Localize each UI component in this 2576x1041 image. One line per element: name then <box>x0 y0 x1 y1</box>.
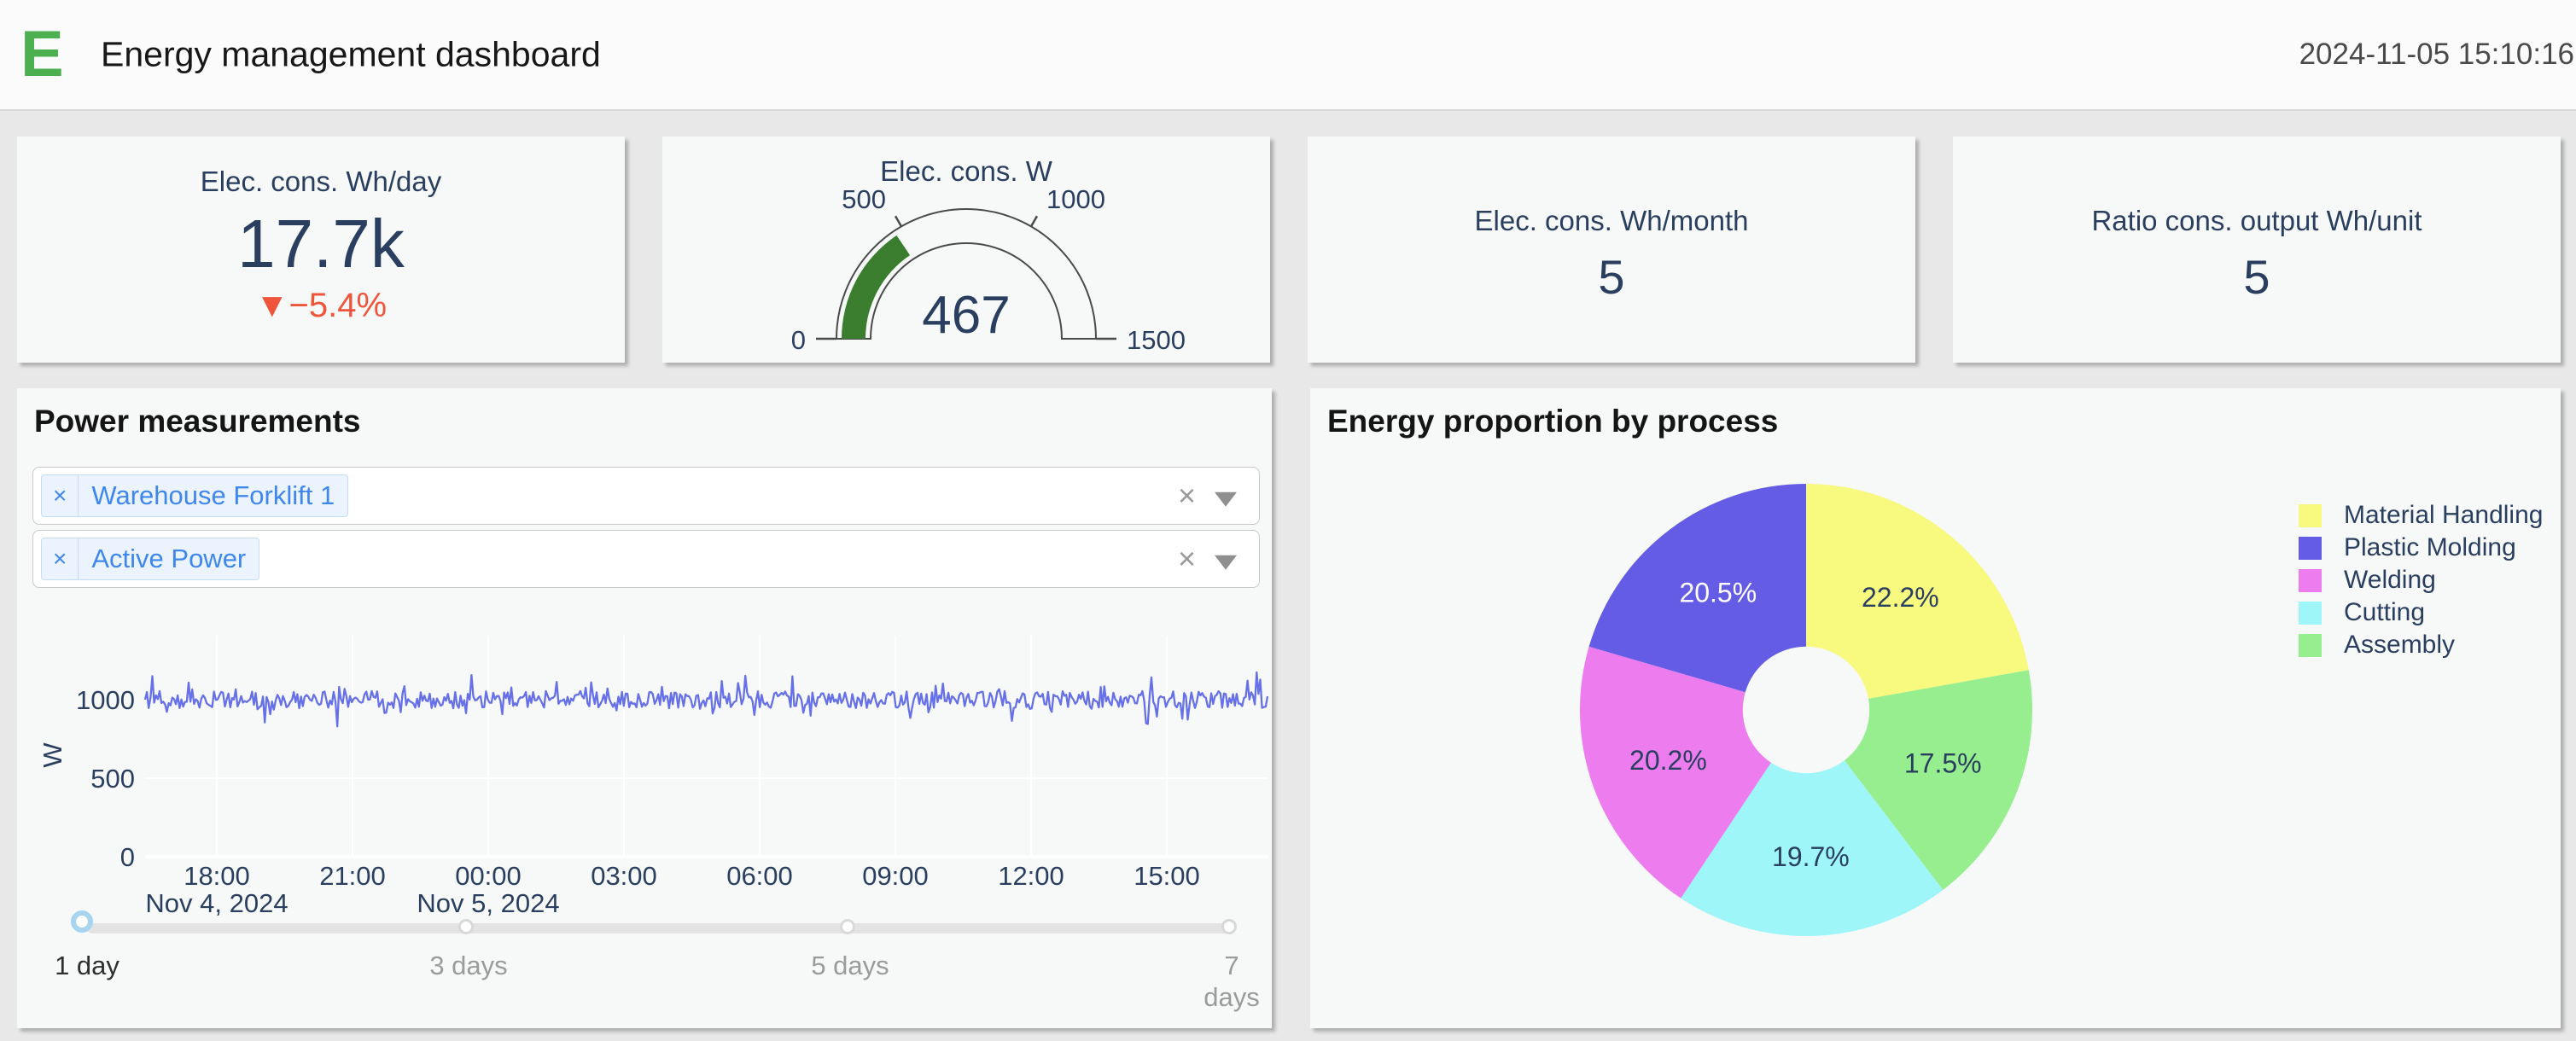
slider-step-dot[interactable] <box>458 919 474 934</box>
kpi-card-ratio-output: Ratio cons. output Wh/unit 5 <box>1953 137 2561 363</box>
legend-label: Plastic Molding <box>2344 533 2516 561</box>
chart-legend: Material Handling Plastic Molding Welding C… <box>2299 499 2543 661</box>
slider-track[interactable] <box>87 923 1232 933</box>
legend-swatch <box>2299 503 2322 527</box>
gauge-tick-label: 1500 <box>1127 325 1186 355</box>
legend-swatch <box>2299 536 2322 560</box>
legend-label: Cutting <box>2344 598 2426 626</box>
app-header: E Energy management dashboard 2024-11-05… <box>0 0 2576 111</box>
x-date-label: Nov 4, 2024 <box>145 888 288 918</box>
legend-item[interactable]: Welding <box>2299 564 2543 596</box>
gauge-tick-label: 500 <box>842 184 886 214</box>
x-tick-label: 00:00 <box>455 861 522 891</box>
gauge-title: Elec. cons. W <box>880 155 1052 187</box>
device-select[interactable]: × Warehouse Forklift 1 × <box>32 467 1260 525</box>
x-tick-label: 06:00 <box>726 861 793 891</box>
gauge-tick <box>894 215 903 227</box>
y-tick-label: 1000 <box>76 685 135 715</box>
chevron-down-icon[interactable] <box>1215 491 1237 507</box>
kpi-value: 17.7k <box>237 206 405 282</box>
kpi-delta-decrease: ▼−5.4% <box>254 287 388 324</box>
slider-mark-label[interactable]: 5 days <box>811 951 889 980</box>
slider-step-dot[interactable] <box>1221 919 1237 934</box>
x-tick-label: 12:00 <box>998 861 1064 891</box>
pie-slice-assembly[interactable] <box>1844 670 2032 891</box>
clear-select-icon[interactable]: × <box>1177 478 1196 513</box>
pie-slice-percent-label: 20.2% <box>1629 745 1707 776</box>
x-tick-label: 15:00 <box>1134 861 1200 891</box>
app-logo: E <box>20 18 64 90</box>
energy-donut-chart: 22.2% 17.5% 19.7% 20.2% 20.5% <box>1580 484 2032 936</box>
legend-swatch <box>2299 568 2322 592</box>
time-range-slider[interactable]: 1 day 3 days 5 days 7 days <box>17 388 1272 1028</box>
chip-remove-icon[interactable]: × <box>42 538 79 579</box>
page-title: Energy management dashboard <box>101 34 601 74</box>
kpi-card-power-gauge: Elec. cons. W 0 500 1000 1500 467 <box>662 137 1270 363</box>
chip-label: Warehouse Forklift 1 <box>91 480 335 510</box>
measurement-select[interactable]: × Active Power × <box>32 530 1260 588</box>
pie-slice-percent-label: 17.5% <box>1904 748 1982 779</box>
kpi-card-daily-consumption: Elec. cons. Wh/day 17.7k ▼−5.4% <box>17 137 625 363</box>
chevron-down-icon[interactable] <box>1215 555 1237 570</box>
gauge-ring <box>835 208 1098 340</box>
legend-swatch <box>2299 633 2322 657</box>
chip-label: Active Power <box>91 544 247 573</box>
legend-label: Assembly <box>2344 631 2456 659</box>
panel-title: Power measurements <box>34 404 361 439</box>
kpi-title: Ratio cons. output Wh/unit <box>2091 205 2422 236</box>
x-tick-label: 21:00 <box>319 861 386 891</box>
chip-remove-icon[interactable]: × <box>42 475 79 516</box>
panel-title: Energy proportion by process <box>1327 404 1779 439</box>
legend-label: Material Handling <box>2344 501 2544 529</box>
pie-slice-plastic-molding[interactable] <box>1588 484 1806 693</box>
power-measurements-panel: Power measurements × Warehouse Forklift … <box>17 388 1272 1028</box>
selected-device-chip: × Warehouse Forklift 1 <box>41 474 349 517</box>
legend-item[interactable]: Assembly <box>2299 629 2543 661</box>
pie-slice-percent-label: 22.2% <box>1862 582 1939 613</box>
kpi-title: Elec. cons. Wh/day <box>200 166 442 197</box>
kpi-value: 5 <box>2243 250 2270 304</box>
pie-slice-percent-label: 20.5% <box>1679 577 1757 608</box>
pie-slice-cutting[interactable] <box>1681 760 1944 936</box>
y-tick-label: 500 <box>90 764 135 794</box>
slider-mark-label[interactable]: 7 days <box>1203 951 1260 1013</box>
slider-mark-label[interactable]: 1 day <box>55 951 119 980</box>
kpi-title: Elec. cons. Wh/month <box>1474 205 1749 236</box>
x-tick-label: 03:00 <box>591 861 657 891</box>
legend-swatch <box>2299 601 2322 625</box>
legend-item[interactable]: Material Handling <box>2299 499 2543 532</box>
slider-step-dot[interactable] <box>840 919 855 934</box>
pie-slice-material-handling[interactable] <box>1806 484 2029 699</box>
pie-slice-percent-label: 19.7% <box>1772 841 1850 872</box>
legend-item[interactable]: Plastic Molding <box>2299 532 2543 564</box>
gauge-value-bar <box>842 235 911 339</box>
kpi-card-monthly-consumption: Elec. cons. Wh/month 5 <box>1308 137 1915 363</box>
selected-measurement-chip: × Active Power <box>41 538 260 580</box>
gauge-tick-label: 1000 <box>1046 184 1105 214</box>
kpi-value: 5 <box>1598 250 1625 304</box>
x-tick-label: 18:00 <box>184 861 250 891</box>
gauge-tick-label: 0 <box>791 325 806 355</box>
gauge-tick <box>1029 215 1039 227</box>
legend-label: Welding <box>2344 566 2436 594</box>
slider-handle[interactable] <box>71 910 93 933</box>
y-tick-label: 0 <box>120 842 135 872</box>
clear-select-icon[interactable]: × <box>1177 541 1196 576</box>
pie-slice-welding[interactable] <box>1580 646 1771 899</box>
legend-item[interactable]: Cutting <box>2299 596 2543 629</box>
x-tick-label: 09:00 <box>862 861 929 891</box>
clock-timestamp: 2024-11-05 15:10:16 <box>2299 38 2574 71</box>
y-axis-title: W <box>38 742 67 768</box>
energy-proportion-panel: Energy proportion by process 22.2% 17.5% 1… <box>1310 388 2561 1028</box>
slider-mark-label[interactable]: 3 days <box>429 951 508 980</box>
power-gauge-chart: 0 500 1000 1500 467 <box>791 184 1186 355</box>
gauge-value: 467 <box>922 286 1010 345</box>
active-power-series-line <box>143 671 1269 728</box>
x-date-label: Nov 5, 2024 <box>417 888 559 918</box>
